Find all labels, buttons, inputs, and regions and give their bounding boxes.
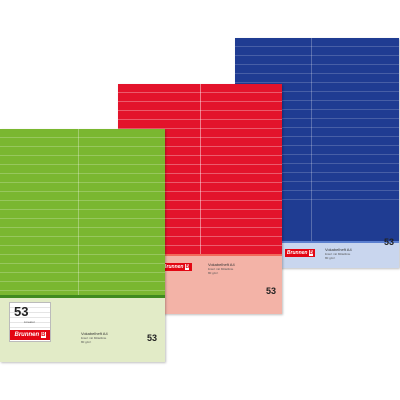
cover-ruled-lines (0, 129, 165, 295)
brand-name: Brunnen (286, 250, 308, 256)
brand-mark-icon: B (185, 264, 190, 270)
label-accent-line (0, 295, 165, 298)
notebook-weight: 80 g/m² (208, 271, 219, 275)
notebook-subtitle: liniert mit Mittellinie (325, 252, 351, 256)
brand-name: Brunnen (14, 332, 40, 338)
brand-logo-blue: Brunnen B (285, 249, 315, 257)
notebook-title: Vokabelheft A4 (81, 331, 108, 336)
notebook-subtitle: liniert mit Mittellinie (81, 336, 107, 340)
lineature-box-caption: Lineatur (24, 320, 35, 324)
cover-center-line (311, 38, 312, 268)
label-accent-line (235, 241, 399, 243)
lineature-number: 53 (266, 286, 277, 296)
brand-name: Brunnen (162, 264, 184, 270)
notebook-title: Vokabelheft A4 (208, 262, 235, 267)
brand-mark-icon: B (309, 250, 314, 256)
notebook-subtitle: liniert mit Mittellinie (208, 267, 234, 271)
brand-logo-red: Brunnen B (160, 263, 192, 271)
notebook-title: Vokabelheft A4 (325, 247, 352, 252)
cover-center-line (200, 84, 201, 314)
lineature-box-number: 53 (14, 304, 29, 319)
lineature-number: 53 (384, 237, 395, 247)
cover-center-line (78, 129, 79, 362)
brand-logo-green: Brunnen B (10, 330, 50, 340)
lineature-number: 53 (147, 333, 158, 343)
notebook-weight: 80 g/m² (81, 340, 92, 344)
brand-mark-icon: B (41, 332, 46, 338)
label-accent-line (118, 254, 282, 256)
notebook-green (0, 129, 165, 362)
notebook-weight: 80 g/m² (325, 256, 336, 260)
